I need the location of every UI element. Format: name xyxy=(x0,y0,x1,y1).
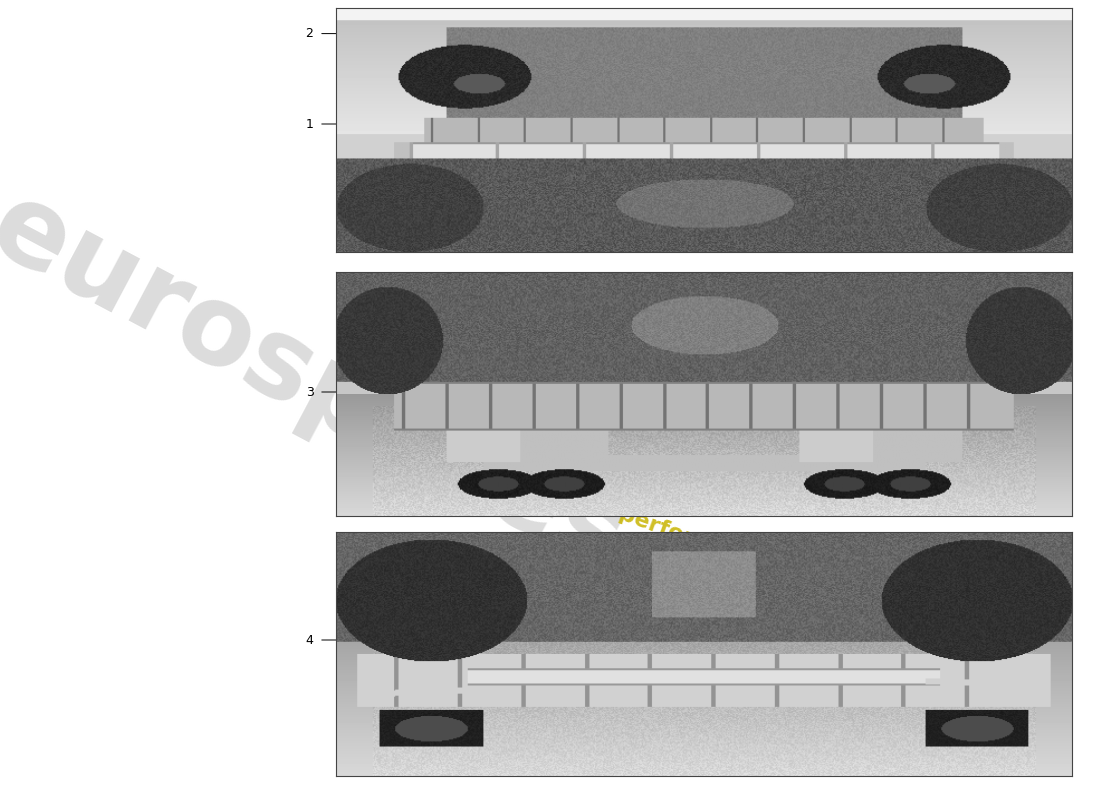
Text: 2: 2 xyxy=(306,27,313,40)
Text: eurospares: eurospares xyxy=(0,172,644,596)
Text: 4: 4 xyxy=(306,634,313,646)
Text: 3: 3 xyxy=(306,386,313,398)
Text: 1: 1 xyxy=(306,118,313,130)
Text: a passion for performance since 1985: a passion for performance since 1985 xyxy=(456,446,908,626)
